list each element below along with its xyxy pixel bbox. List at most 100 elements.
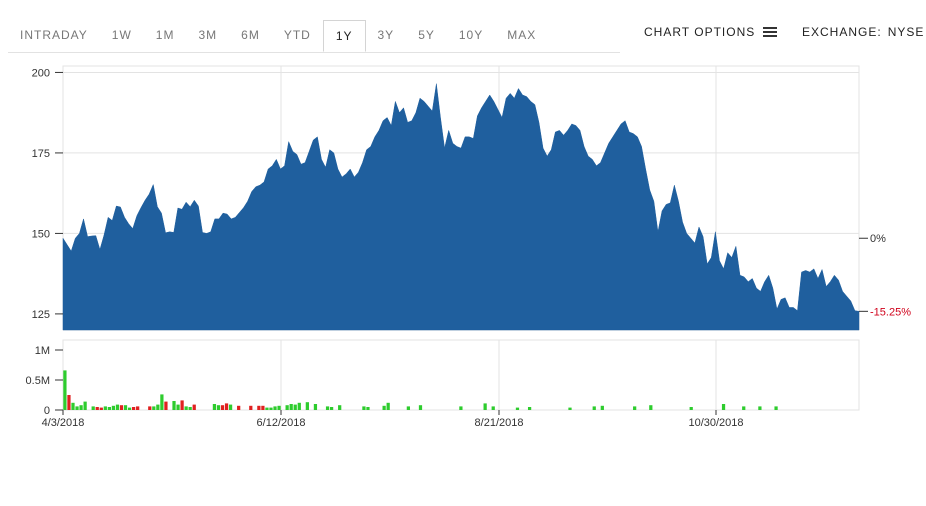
- right-change-label: 0%: [870, 233, 886, 245]
- price-y-tick-label: 175: [32, 148, 50, 160]
- tab-intraday[interactable]: INTRADAY: [20, 28, 88, 42]
- volume-bar: [491, 406, 495, 410]
- volume-bar: [406, 406, 410, 410]
- volume-bar: [774, 406, 778, 410]
- tab-10y[interactable]: 10Y: [458, 28, 484, 42]
- volume-bar: [95, 407, 99, 410]
- volume-bar: [289, 404, 293, 410]
- volume-bar: [228, 404, 233, 410]
- volume-bar: [115, 404, 120, 410]
- volume-bar: [212, 404, 217, 410]
- volume-bar: [220, 405, 225, 410]
- volume-bar: [758, 406, 762, 410]
- volume-bar: [152, 406, 156, 410]
- price-area: [62, 83, 860, 331]
- price-y-tick-label: 200: [32, 67, 50, 79]
- volume-bar: [285, 405, 289, 410]
- tab-3y[interactable]: 3Y: [377, 28, 395, 42]
- tab-1m[interactable]: 1M: [155, 28, 175, 42]
- volume-bar: [75, 406, 79, 410]
- volume-bar: [131, 407, 136, 410]
- volume-bar: [297, 402, 301, 410]
- price-y-tick-label: 150: [32, 228, 50, 240]
- volume-bar: [277, 405, 281, 410]
- volume-bar: [127, 407, 132, 410]
- volume-bar: [224, 403, 229, 410]
- volume-bar: [592, 406, 596, 410]
- volume-bar: [156, 404, 160, 410]
- volume-bar: [325, 406, 330, 410]
- volume-bar: [216, 405, 221, 410]
- volume-bar: [103, 406, 107, 410]
- volume-bar: [79, 405, 83, 410]
- range-tabs: INTRADAY 1W 1M 3M 6M YTD 1Y 3Y 5Y 10Y MAX: [8, 20, 620, 53]
- chart-options-label: CHART OPTIONS: [644, 25, 756, 39]
- volume-y-tick-label: 0: [44, 405, 50, 417]
- volume-bar: [600, 405, 604, 410]
- volume-bar: [273, 406, 277, 410]
- volume-bar: [305, 402, 309, 410]
- volume-bar: [180, 400, 184, 410]
- volume-bar: [269, 407, 273, 410]
- volume-bar: [338, 405, 342, 410]
- volume-bar: [649, 405, 653, 410]
- volume-bar: [192, 404, 196, 410]
- volume-bar: [63, 370, 67, 410]
- volume-bar: [148, 406, 152, 410]
- x-tick-label: 10/30/2018: [688, 417, 743, 429]
- tab-ytd[interactable]: YTD: [283, 28, 311, 42]
- volume-bar: [164, 401, 168, 410]
- x-tick-label: 4/3/2018: [42, 417, 85, 429]
- volume-bar: [366, 407, 370, 410]
- tab-3m[interactable]: 3M: [198, 28, 218, 42]
- volume-bar: [136, 406, 140, 410]
- volume-bar: [742, 406, 746, 410]
- tab-1y[interactable]: 1Y: [322, 20, 366, 52]
- volume-bar: [483, 403, 487, 410]
- volume-bar: [249, 405, 253, 410]
- volume-bar: [293, 404, 297, 410]
- x-tick-label: 8/21/2018: [475, 417, 524, 429]
- volume-y-tick-label: 0.5M: [26, 375, 50, 387]
- tab-5y[interactable]: 5Y: [418, 28, 435, 42]
- volume-bar: [418, 405, 423, 410]
- x-tick-label: 6/12/2018: [257, 417, 306, 429]
- volume-bar: [123, 405, 128, 410]
- volume-bar: [313, 404, 318, 410]
- volume-bar: [172, 401, 176, 410]
- tab-6m[interactable]: 6M: [241, 28, 260, 42]
- volume-bar: [721, 404, 726, 410]
- volume-bar: [119, 405, 124, 410]
- volume-bar: [386, 402, 390, 410]
- volume-bar: [261, 405, 265, 410]
- volume-bar: [382, 405, 386, 410]
- volume-bar: [99, 407, 103, 410]
- exchange-value: NYSE: [887, 25, 925, 39]
- tab-1w[interactable]: 1W: [111, 28, 132, 42]
- volume-bar: [160, 394, 164, 410]
- volume-bar: [111, 405, 116, 410]
- tab-max[interactable]: MAX: [507, 28, 537, 42]
- volume-bar: [176, 404, 180, 410]
- price-y-tick-label: 125: [32, 309, 50, 321]
- exchange-label: EXCHANGE:: [802, 25, 882, 39]
- volume-bar: [329, 407, 334, 410]
- volume-bar: [257, 405, 261, 410]
- volume-bar: [237, 405, 241, 410]
- exchange-indicator: EXCHANGE: NYSE: [802, 25, 924, 39]
- volume-y-tick-label: 1M: [35, 345, 50, 357]
- volume-bar: [515, 407, 520, 410]
- volume-bar: [83, 401, 87, 410]
- volume-bar: [362, 406, 366, 410]
- volume-bar: [633, 406, 637, 410]
- volume-bar: [184, 406, 188, 410]
- volume-bar: [568, 407, 572, 410]
- volume-bar: [527, 407, 532, 410]
- volume-bar: [107, 407, 111, 410]
- chart-options-button[interactable]: CHART OPTIONS: [644, 25, 778, 39]
- volume-bar: [459, 406, 463, 410]
- volume-bar: [67, 395, 71, 410]
- right-change-label: -15.25%: [870, 306, 911, 318]
- volume-bar: [188, 407, 192, 410]
